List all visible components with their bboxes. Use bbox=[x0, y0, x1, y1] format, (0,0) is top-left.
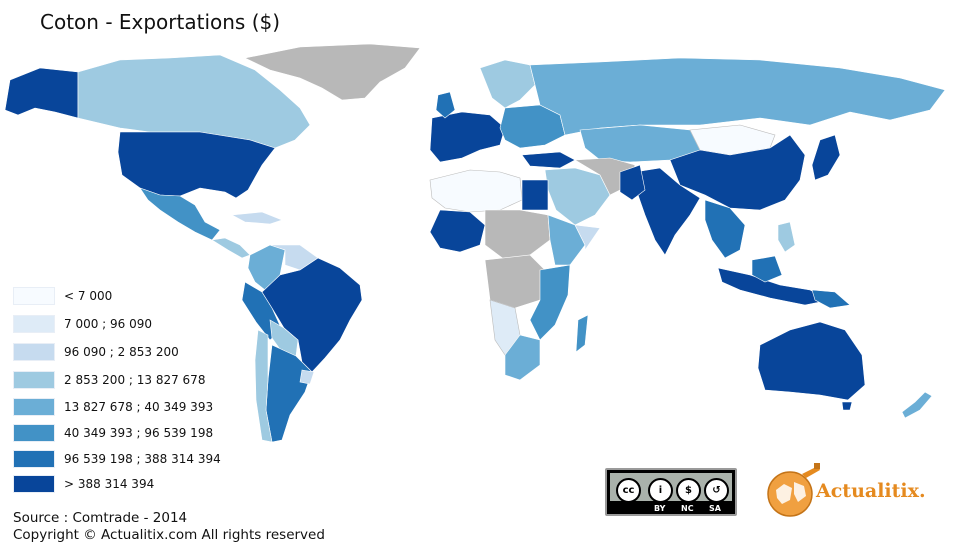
region-usa[interactable] bbox=[117, 131, 276, 199]
legend-item: 2 853 200 ; 13 827 678 bbox=[13, 371, 253, 391]
brand-dot: . bbox=[918, 480, 926, 502]
legend-item: 40 349 393 ; 96 539 198 bbox=[13, 424, 253, 444]
legend-item: > 388 314 394 bbox=[13, 475, 253, 495]
legend-item: < 7 000 bbox=[13, 287, 253, 307]
legend-swatch bbox=[13, 424, 55, 442]
region-west-africa[interactable] bbox=[429, 209, 486, 253]
region-congo[interactable] bbox=[484, 254, 546, 309]
legend-swatch bbox=[13, 343, 55, 361]
region-caribbean[interactable] bbox=[230, 211, 283, 225]
region-turkey[interactable] bbox=[521, 151, 576, 169]
legend-label: 96 090 ; 2 853 200 bbox=[64, 345, 179, 359]
region-canada[interactable] bbox=[77, 54, 311, 149]
cc-label-nc: NC bbox=[681, 504, 694, 513]
region-russia[interactable] bbox=[529, 57, 946, 136]
globe-icon bbox=[767, 463, 820, 517]
region-alaska[interactable] bbox=[4, 67, 79, 119]
region-southeast-asia[interactable] bbox=[704, 199, 746, 259]
legend-swatch bbox=[13, 371, 55, 389]
region-mexico[interactable] bbox=[139, 187, 221, 241]
region-new-zealand[interactable] bbox=[901, 391, 933, 419]
region-central-america[interactable] bbox=[211, 237, 251, 259]
source-note: Source : Comtrade - 2014 bbox=[13, 510, 188, 526]
map-title: Coton - Exportations ($) bbox=[40, 10, 281, 34]
region-uk[interactable] bbox=[435, 91, 456, 119]
brand-name-text: Actualitix bbox=[816, 480, 919, 502]
legend-item: 7 000 ; 96 090 bbox=[13, 315, 253, 335]
region-egypt[interactable] bbox=[521, 179, 549, 211]
legend-swatch bbox=[13, 450, 55, 468]
by-person-icon: i bbox=[648, 478, 673, 503]
region-uruguay[interactable] bbox=[299, 369, 315, 385]
brand-name: Actualitix. bbox=[816, 480, 926, 502]
region-middle-east[interactable] bbox=[544, 167, 611, 226]
legend-label: 2 853 200 ; 13 827 678 bbox=[64, 373, 206, 387]
region-horn-africa[interactable] bbox=[574, 224, 601, 251]
region-japan[interactable] bbox=[811, 134, 841, 181]
region-brazil[interactable] bbox=[261, 257, 363, 373]
legend-item: 96 090 ; 2 853 200 bbox=[13, 343, 253, 363]
nc-dollar-icon: $ bbox=[676, 478, 701, 503]
region-papua[interactable] bbox=[811, 289, 851, 309]
legend-label: 13 827 678 ; 40 349 393 bbox=[64, 400, 214, 414]
cc-icon: cc bbox=[616, 478, 641, 503]
cc-license-badge[interactable]: cc i $ ↺ BY NC SA bbox=[605, 468, 737, 516]
cc-badge-panel: cc i $ ↺ bbox=[610, 473, 732, 503]
cc-label-by: BY bbox=[654, 504, 666, 513]
legend-label: < 7 000 bbox=[64, 289, 113, 303]
region-southeast-africa[interactable] bbox=[529, 264, 571, 341]
region-australia[interactable] bbox=[757, 321, 866, 401]
legend-label: 7 000 ; 96 090 bbox=[64, 317, 153, 331]
legend-label: 96 539 198 ; 388 314 394 bbox=[64, 452, 221, 466]
region-greenland[interactable] bbox=[244, 43, 421, 101]
legend-swatch bbox=[13, 287, 55, 305]
region-western-europe[interactable] bbox=[429, 111, 506, 163]
region-tasmania[interactable] bbox=[841, 401, 853, 411]
legend-swatch bbox=[13, 475, 55, 493]
region-central-africa[interactable] bbox=[484, 209, 551, 261]
region-india[interactable] bbox=[634, 167, 701, 256]
copyright-note: Copyright © Actualitix.com All rights re… bbox=[13, 527, 325, 543]
legend-label: > 388 314 394 bbox=[64, 477, 155, 491]
region-southern-africa[interactable] bbox=[504, 334, 541, 381]
region-china[interactable] bbox=[669, 134, 806, 211]
legend-item: 13 827 678 ; 40 349 393 bbox=[13, 398, 253, 418]
actualitix-logo[interactable]: Actualitix. bbox=[762, 460, 952, 520]
legend-swatch bbox=[13, 315, 55, 333]
region-borneo[interactable] bbox=[751, 255, 783, 283]
legend-item: 96 539 198 ; 388 314 394 bbox=[13, 450, 253, 470]
cc-label-sa: SA bbox=[709, 504, 721, 513]
region-philippines[interactable] bbox=[777, 221, 796, 253]
sa-share-icon: ↺ bbox=[704, 478, 729, 503]
region-pakistan[interactable] bbox=[619, 164, 646, 201]
legend-label: 40 349 393 ; 96 539 198 bbox=[64, 426, 214, 440]
region-chile[interactable] bbox=[254, 329, 273, 443]
region-scandinavia[interactable] bbox=[479, 59, 536, 109]
region-madagascar[interactable] bbox=[575, 314, 589, 353]
region-north-africa[interactable] bbox=[429, 169, 523, 213]
legend-swatch bbox=[13, 398, 55, 416]
